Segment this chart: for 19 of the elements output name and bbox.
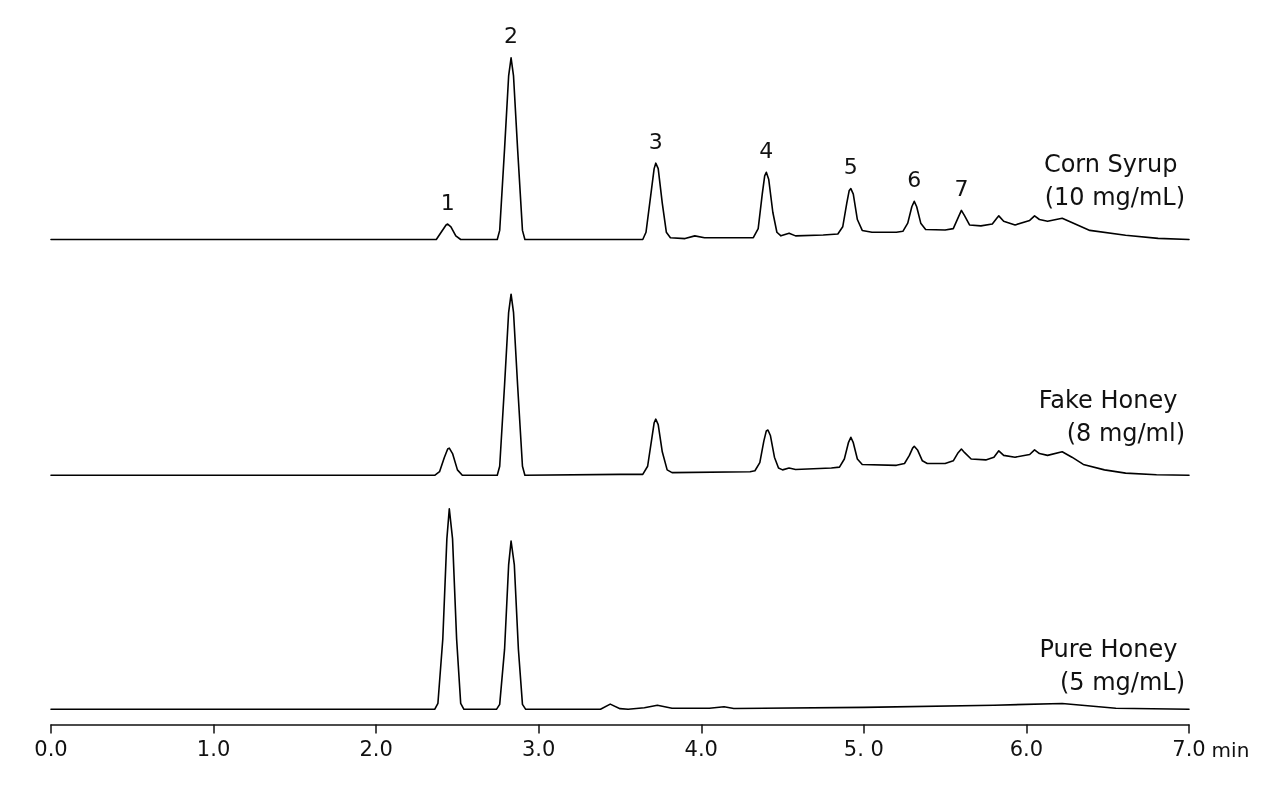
series-label: Corn Syrup (10 mg/mL) [1043,150,1185,211]
annotation: 3 [648,128,663,154]
x-tick-label: 4.0 [684,736,718,761]
series-label: Pure Honey (5 mg/mL) [1039,634,1185,696]
x-tick-label: 6.0 [1009,736,1044,761]
annotation: 1 [440,189,455,215]
annotation: 4 [759,137,774,163]
x-tick-label: 7.0 [1172,736,1206,761]
annotation: 7 [954,175,969,201]
x-tick-label: 0.0 [34,736,68,761]
series-label: Fake Honey (8 mg/ml) [1038,385,1185,447]
annotation: 5 [843,154,858,180]
annotation: 2 [504,23,519,49]
x-tick-label: 3.0 [522,736,556,761]
x-tick-label: 2.0 [359,736,393,761]
x-tick-label: 5. 0 [843,736,884,761]
annotation: 6 [907,166,922,192]
x-axis-title: min [1211,738,1250,763]
x-tick-label: 1.0 [196,736,231,761]
